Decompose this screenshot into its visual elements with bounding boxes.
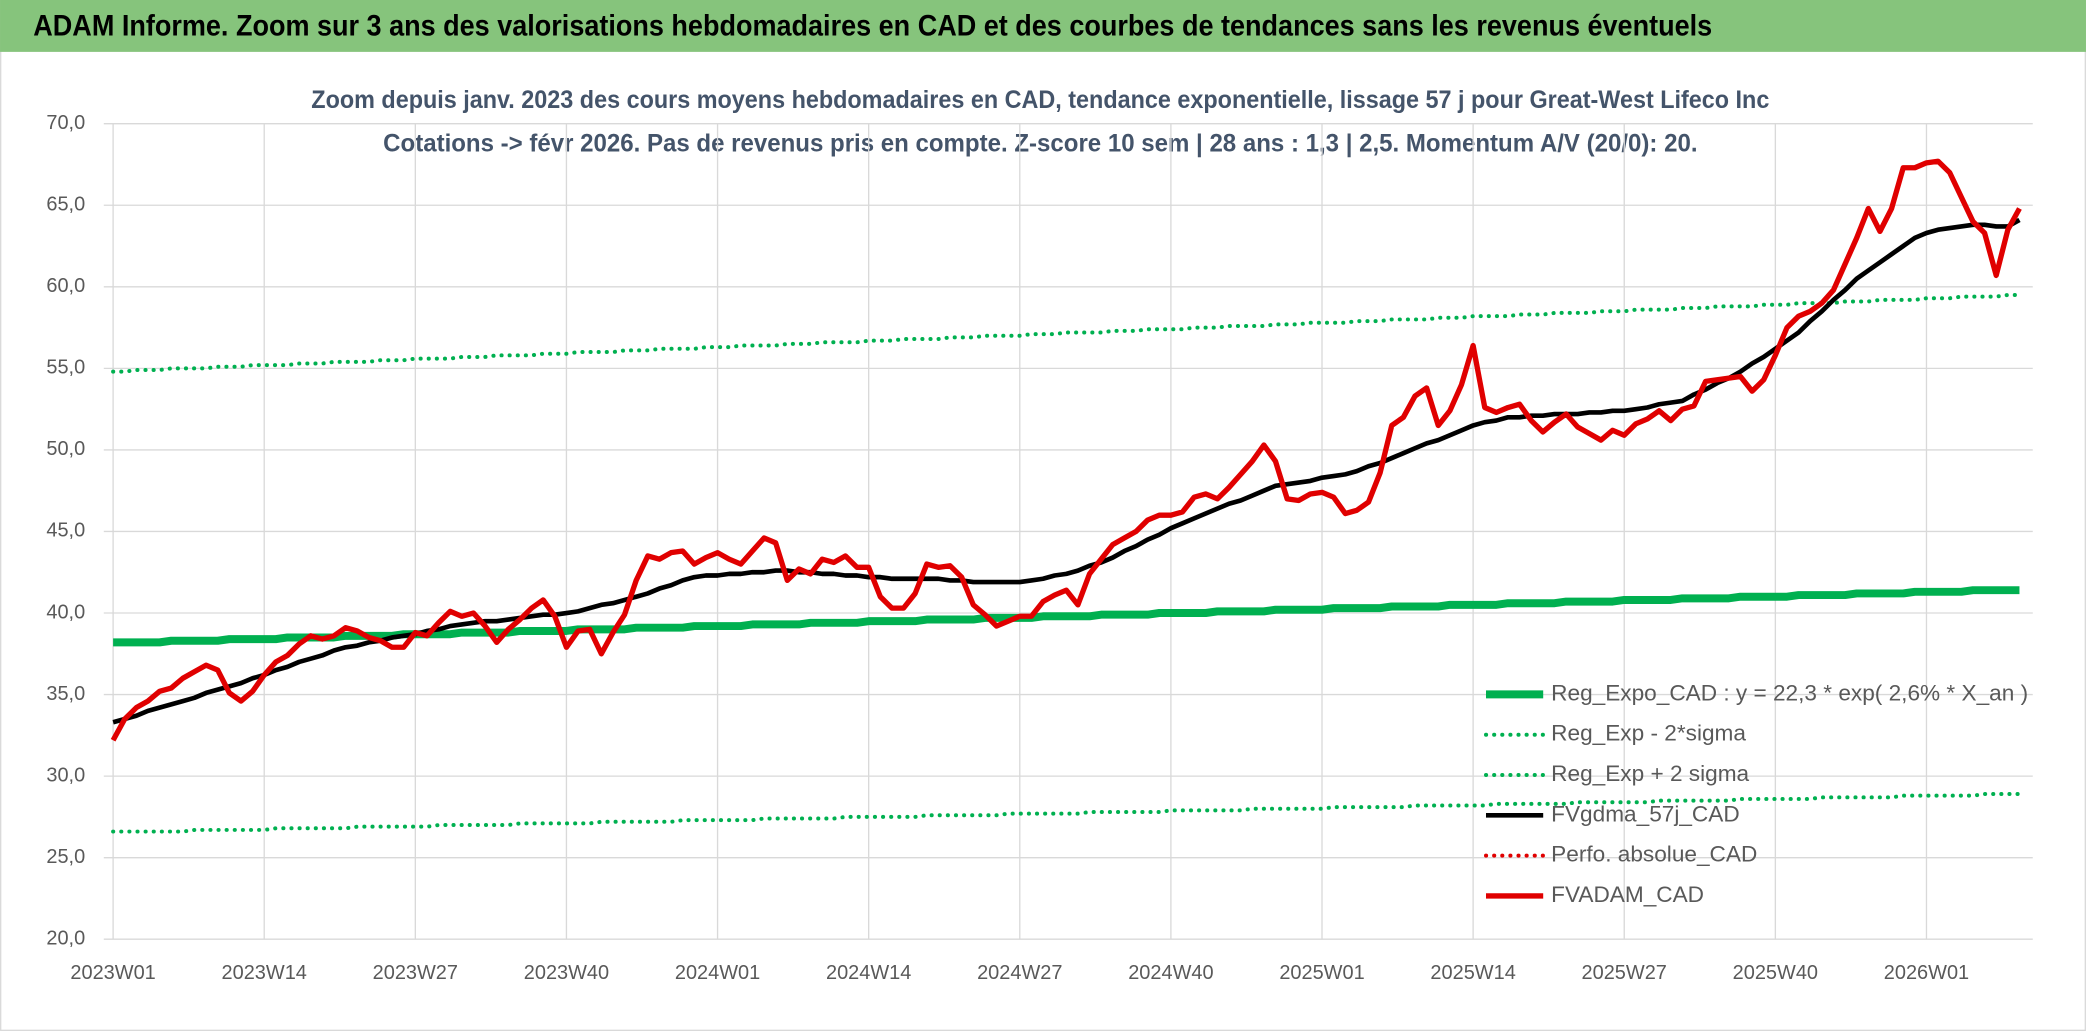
legend-label: Reg_Exp + 2 sigma (1551, 761, 1749, 786)
x-tick-label: 2025W27 (1582, 962, 1667, 984)
x-tick-label: 2024W14 (826, 962, 911, 984)
y-tick-label: 70,0 (46, 112, 85, 134)
x-tick-label: 2026W01 (1884, 962, 1969, 984)
y-tick-label: 65,0 (46, 194, 85, 216)
legend-label: Reg_Exp - 2*sigma (1551, 721, 1746, 746)
chart-subtitle: Cotations -> févr 2026. Pas de revenus p… (383, 130, 1697, 158)
legend-label: Perfo. absolue_CAD (1551, 842, 1757, 867)
y-tick-label: 25,0 (46, 846, 85, 868)
y-tick-label: 40,0 (46, 601, 85, 623)
y-tick-label: 50,0 (46, 438, 85, 460)
header-bar (0, 0, 2086, 52)
x-tick-label: 2024W27 (977, 962, 1062, 984)
x-tick-label: 2025W01 (1279, 962, 1364, 984)
y-tick-label: 55,0 (46, 357, 85, 379)
legend-label: FVgdma_57j_CAD (1551, 801, 1740, 826)
y-tick-label: 20,0 (46, 927, 85, 949)
x-tick-label: 2023W14 (222, 962, 307, 984)
chart-subtitle: Zoom depuis janv. 2023 des cours moyens … (311, 86, 1769, 114)
y-tick-label: 35,0 (46, 683, 85, 705)
y-tick-label: 30,0 (46, 764, 85, 786)
y-tick-label: 45,0 (46, 520, 85, 542)
header-title: ADAM Informe. Zoom sur 3 ans des valoris… (33, 11, 1712, 43)
y-tick-label: 60,0 (46, 275, 85, 297)
x-tick-label: 2024W40 (1128, 962, 1213, 984)
series-line (111, 292, 2022, 374)
legend-label: Reg_Expo_CAD : y = 22,3 * exp( 2,6% * X_… (1551, 680, 2028, 705)
x-tick-label: 2023W01 (70, 962, 155, 984)
series-line (111, 792, 2022, 834)
x-tick-label: 2023W27 (373, 962, 458, 984)
x-tick-label: 2025W40 (1733, 962, 1818, 984)
series-line (110, 158, 2022, 742)
legend-label: FVADAM_CAD (1551, 882, 1704, 907)
x-tick-label: 2023W40 (524, 962, 609, 984)
x-tick-label: 2024W01 (675, 962, 760, 984)
x-tick-label: 2025W14 (1430, 962, 1515, 984)
